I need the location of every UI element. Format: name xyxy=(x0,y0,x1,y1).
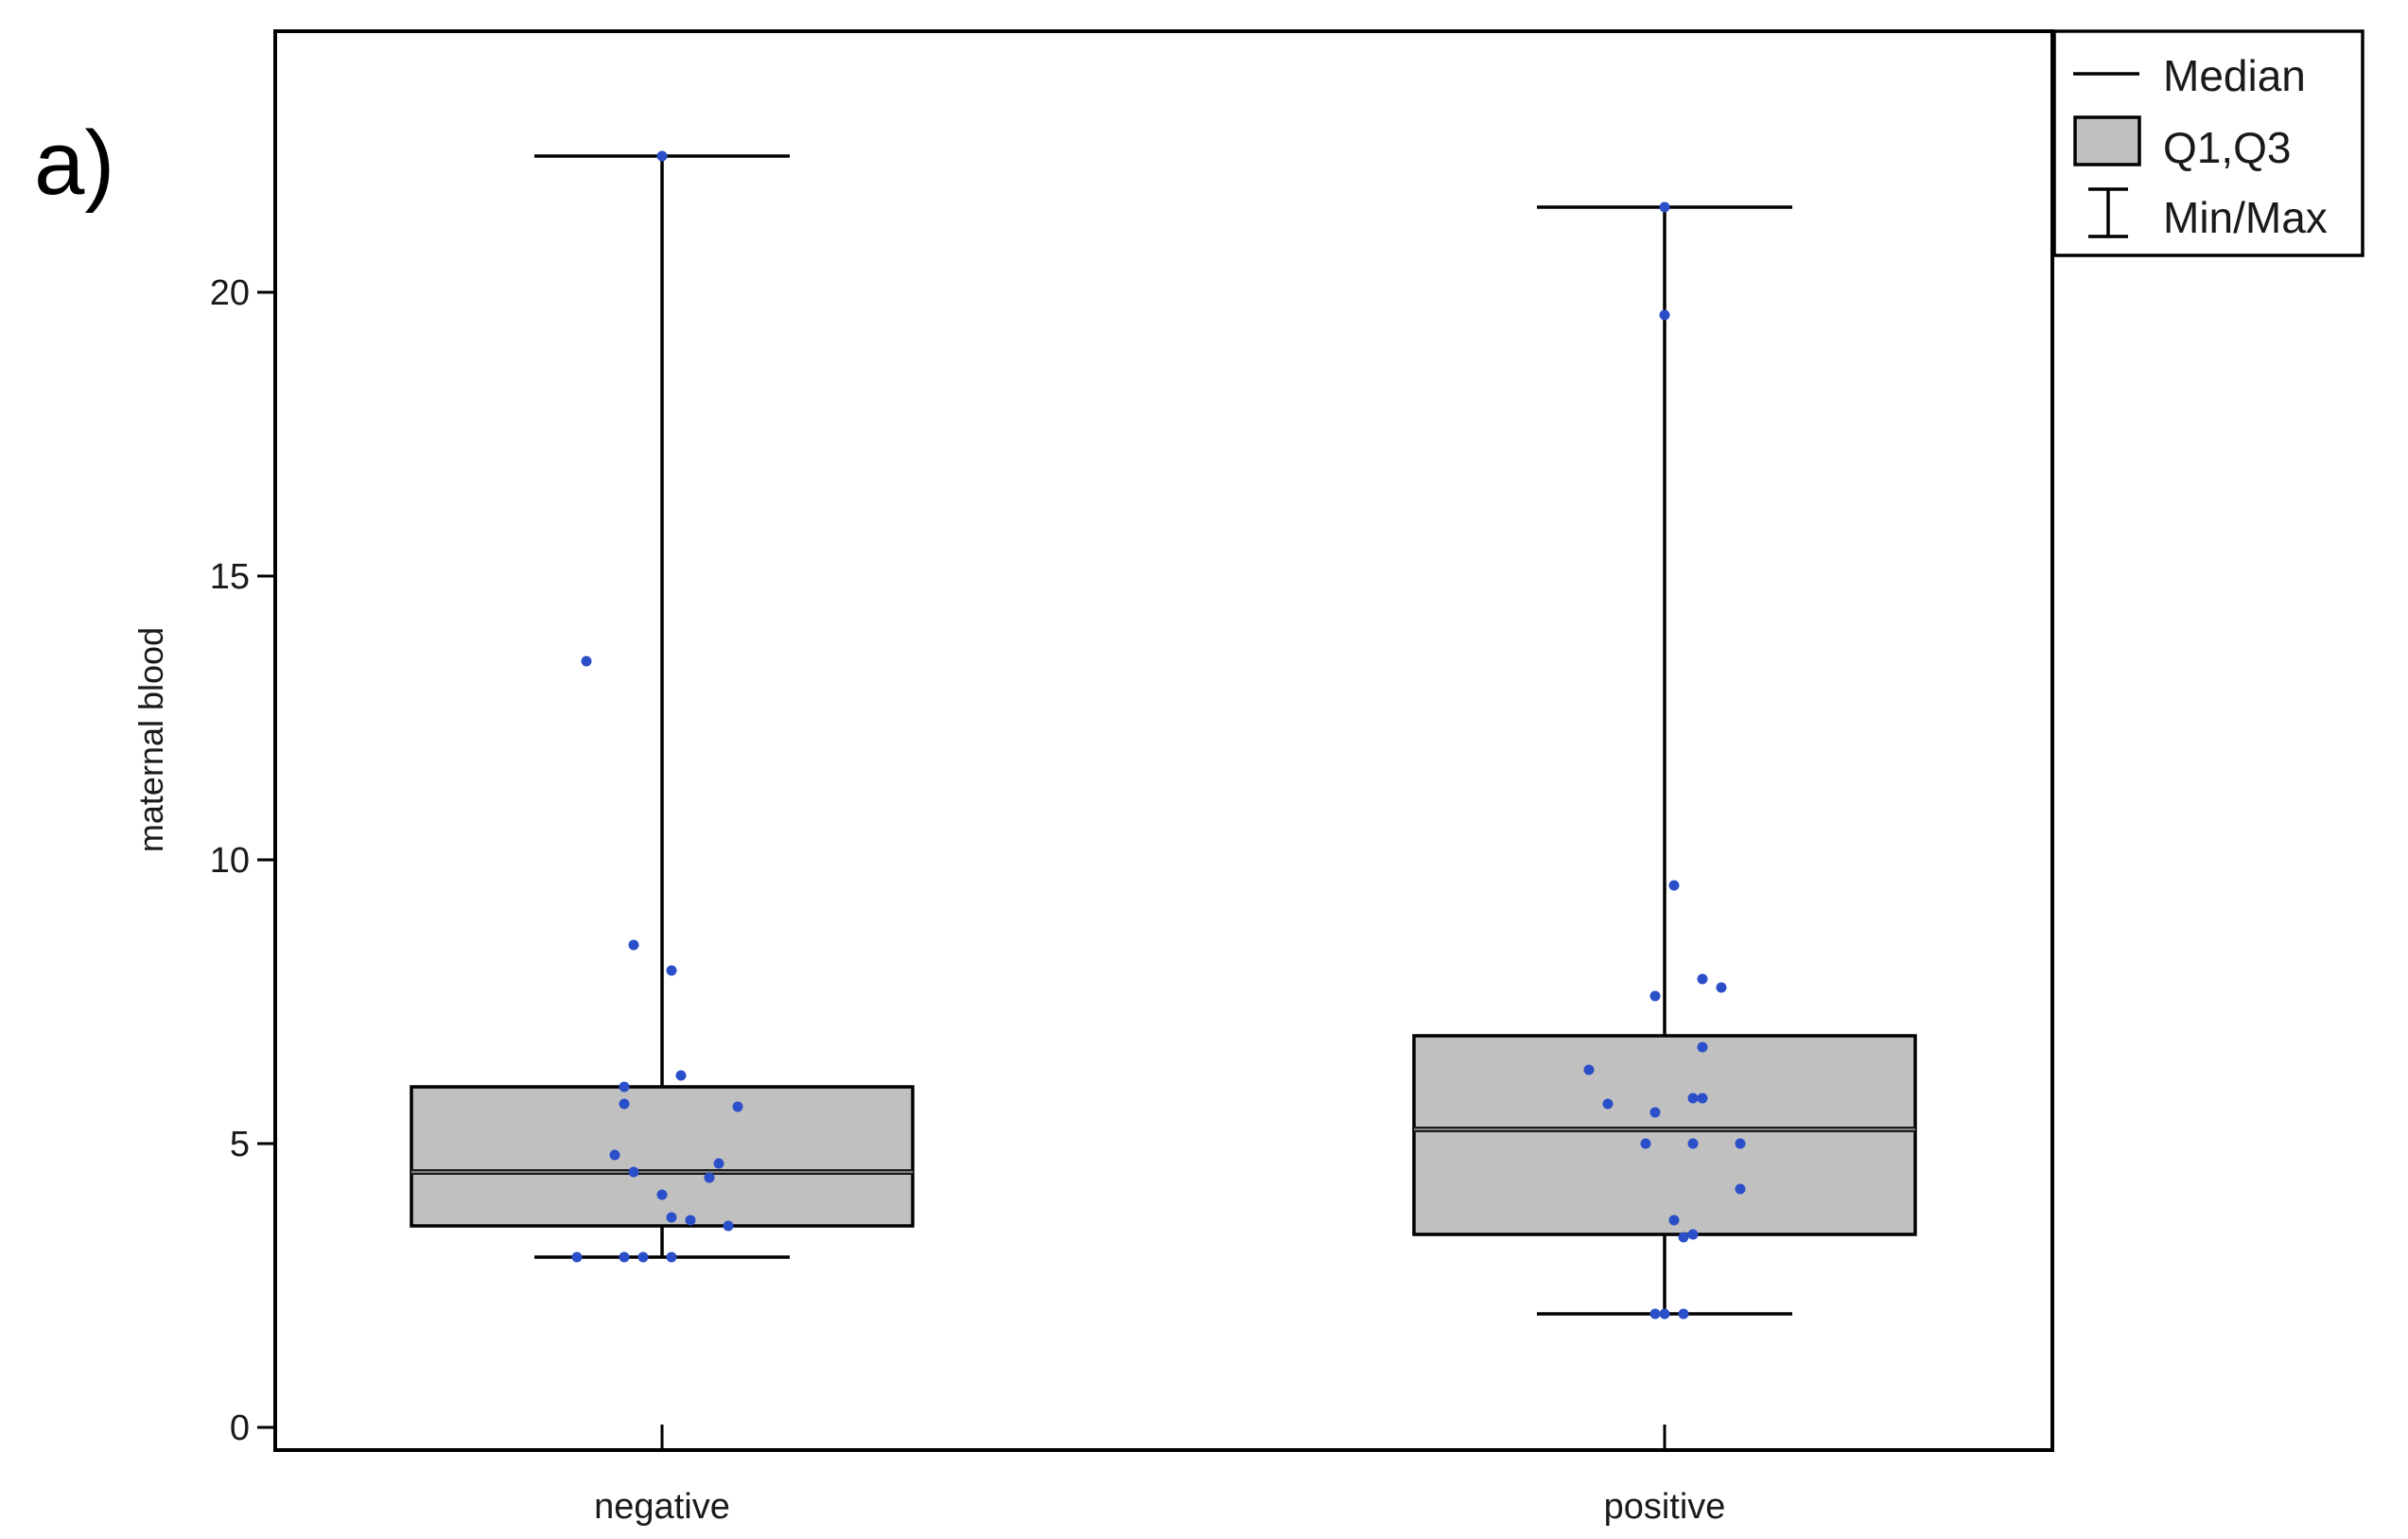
data-point xyxy=(1583,1064,1595,1076)
data-point xyxy=(1697,973,1708,985)
data-point xyxy=(581,656,592,667)
data-point xyxy=(1649,1308,1661,1320)
data-point xyxy=(656,1189,668,1200)
y-tick-label: 5 xyxy=(230,1125,250,1164)
data-point xyxy=(1678,1232,1689,1243)
data-point xyxy=(628,1166,639,1178)
legend-quartile-label: Q1,Q3 xyxy=(2163,123,2292,172)
data-points xyxy=(571,150,1746,1320)
quartile-box-positive xyxy=(1412,1034,1917,1236)
x-axis: negative positive xyxy=(594,1425,1725,1527)
data-point xyxy=(666,965,677,976)
legend-minmax-label: Min/Max xyxy=(2163,193,2328,242)
data-point xyxy=(609,1149,620,1161)
y-axis: 0 5 10 15 20 xyxy=(210,273,275,1448)
data-point xyxy=(1649,1107,1661,1118)
panel-label: a) xyxy=(34,113,114,214)
data-point xyxy=(1678,1308,1689,1320)
data-point xyxy=(1659,1308,1670,1320)
data-point xyxy=(666,1212,677,1223)
data-point xyxy=(637,1251,649,1263)
data-point xyxy=(1668,1215,1680,1226)
data-point xyxy=(704,1172,715,1183)
box-negative xyxy=(410,154,915,1259)
y-tick-label: 20 xyxy=(210,273,250,313)
data-point xyxy=(1659,201,1670,213)
data-point xyxy=(666,1251,677,1263)
data-point xyxy=(628,939,639,951)
data-point xyxy=(1697,1041,1708,1053)
data-point xyxy=(685,1215,696,1226)
data-point xyxy=(1687,1093,1699,1104)
data-point xyxy=(675,1070,687,1081)
data-point xyxy=(713,1158,724,1169)
data-point xyxy=(1697,1093,1708,1104)
data-point xyxy=(1687,1138,1699,1149)
data-point xyxy=(1716,982,1727,993)
y-tick-label: 15 xyxy=(210,557,250,597)
data-point xyxy=(656,150,668,162)
y-tick-label: 0 xyxy=(230,1408,250,1448)
data-point xyxy=(1602,1098,1614,1110)
data-point xyxy=(723,1220,734,1232)
data-point xyxy=(1735,1138,1746,1149)
data-point xyxy=(619,1081,630,1093)
quartile-box-negative xyxy=(410,1085,915,1228)
box-positive xyxy=(1412,205,1917,1316)
quartile-box-legend-icon xyxy=(2073,115,2141,166)
y-axis-label: maternal blood xyxy=(131,627,170,852)
boxes-layer xyxy=(410,154,1917,1316)
data-point xyxy=(571,1251,583,1263)
data-point xyxy=(619,1251,630,1263)
data-point xyxy=(1659,309,1670,321)
plot-frame xyxy=(273,29,2054,1452)
legend-median-label: Median xyxy=(2163,51,2306,100)
data-point xyxy=(732,1101,743,1112)
data-point xyxy=(1687,1229,1699,1240)
data-point xyxy=(619,1098,630,1110)
data-point xyxy=(1649,990,1661,1002)
data-point xyxy=(1735,1183,1746,1195)
x-tick-label-negative: negative xyxy=(594,1487,730,1527)
y-tick-label: 10 xyxy=(210,841,250,881)
min-max-legend-icon xyxy=(2088,187,2128,238)
legend: Median Q1,Q3 Min/Max xyxy=(2052,29,2364,257)
data-point xyxy=(1668,880,1680,891)
x-tick-label-positive: positive xyxy=(1604,1487,1726,1527)
data-point xyxy=(1640,1138,1651,1149)
